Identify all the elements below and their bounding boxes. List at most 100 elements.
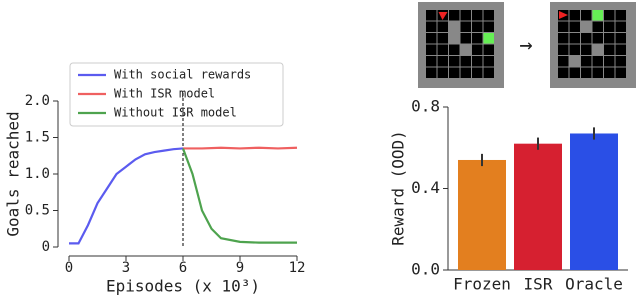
line <box>183 146 298 150</box>
x-tick-label: Frozen <box>453 275 511 294</box>
maze-cell <box>449 33 460 44</box>
line <box>181 148 297 244</box>
maze-cell <box>460 56 471 67</box>
maze-cell <box>437 21 448 32</box>
x-tick-label: 6 <box>179 260 187 276</box>
maze-cell <box>615 56 626 67</box>
maze-cell <box>615 21 626 32</box>
maze-cell <box>483 67 494 78</box>
legend-box <box>69 62 284 127</box>
maze-cell <box>460 44 471 55</box>
maze-cell <box>460 33 471 44</box>
x-tick-label: 12 <box>289 260 306 276</box>
agent <box>438 12 448 20</box>
maze-cell <box>581 10 592 21</box>
maze-cell <box>437 33 448 44</box>
y-tick-label: 0.4 <box>411 178 440 197</box>
maze-images <box>418 2 636 88</box>
x-tick-label: 0 <box>65 260 73 276</box>
maze-cell <box>569 44 580 55</box>
x-tick-label: Oracle <box>565 275 623 294</box>
maze-cell <box>449 56 460 67</box>
maze-cell <box>472 33 483 44</box>
maze-cell <box>472 56 483 67</box>
bar <box>570 133 618 270</box>
maze-cell <box>604 21 615 32</box>
agent <box>559 11 568 19</box>
maze-cell <box>460 10 471 21</box>
bar <box>514 143 562 270</box>
y-axis-label: Goals reached <box>4 111 23 236</box>
maze-cell <box>472 67 483 78</box>
maze-cell <box>581 33 592 44</box>
maze-cell <box>604 10 615 21</box>
maze-cell <box>472 44 483 55</box>
y-tick-label: 0 <box>42 239 50 255</box>
bar <box>458 159 506 270</box>
maze-cell <box>472 21 483 32</box>
maze-cell <box>569 56 580 67</box>
y-tick-label: 1.5 <box>25 130 50 146</box>
y-axis-label: Reward (OOD) <box>389 130 408 246</box>
legend-label: With social rewards <box>114 68 251 82</box>
maze-cell <box>483 33 494 44</box>
x-tick-label: 9 <box>236 260 244 276</box>
maze-cell <box>615 44 626 55</box>
arrow: → <box>519 33 532 58</box>
maze-cell <box>472 10 483 21</box>
maze-cell <box>437 44 448 55</box>
maze-cell <box>615 67 626 78</box>
maze-cell <box>426 67 437 78</box>
maze-cell <box>558 44 569 55</box>
maze-cell <box>483 44 494 55</box>
maze-cell <box>569 67 580 78</box>
maze-cell <box>615 10 626 21</box>
maze-cell <box>604 56 615 67</box>
maze-cell <box>483 10 494 21</box>
maze-cell <box>592 21 603 32</box>
maze-cell <box>581 67 592 78</box>
maze-cell <box>449 21 460 32</box>
y-tick-label: 0.5 <box>25 203 50 219</box>
maze-cell <box>569 10 580 21</box>
x-tick-label: 3 <box>122 260 130 276</box>
maze-cell <box>483 56 494 67</box>
maze-cell <box>581 21 592 32</box>
maze-cell <box>615 33 626 44</box>
maze-cell <box>460 67 471 78</box>
maze-cell <box>449 10 460 21</box>
maze-cell <box>426 44 437 55</box>
x-tick-label: ISR <box>524 275 553 294</box>
maze-cell <box>426 10 437 21</box>
line <box>69 147 184 245</box>
maze-cell <box>437 67 448 78</box>
maze-cell <box>426 56 437 67</box>
maze-cell <box>558 56 569 67</box>
maze-cell <box>592 44 603 55</box>
maze-cell <box>604 33 615 44</box>
y-tick-label: 1.0 <box>25 166 50 182</box>
y-tick-label: 0.0 <box>411 260 440 279</box>
maze-cell <box>558 67 569 78</box>
maze-cell <box>569 33 580 44</box>
legend-label: With ISR model <box>114 87 215 101</box>
maze-cell <box>581 44 592 55</box>
maze-cell <box>592 56 603 67</box>
maze-cell <box>437 56 448 67</box>
y-tick-label: 2.0 <box>25 93 50 109</box>
maze-cell <box>581 56 592 67</box>
maze-cell <box>483 21 494 32</box>
maze-cell <box>426 33 437 44</box>
maze-cell <box>558 21 569 32</box>
maze-cell <box>460 21 471 32</box>
y-tick-label: 0.8 <box>411 97 440 116</box>
maze-cell <box>449 44 460 55</box>
maze-cell <box>449 67 460 78</box>
maze-cell <box>604 44 615 55</box>
maze-cell <box>604 67 615 78</box>
maze-cell <box>592 33 603 44</box>
maze-cell <box>426 21 437 32</box>
x-axis-label: Episodes (x 10³) <box>106 277 260 296</box>
maze-cell <box>592 10 603 21</box>
